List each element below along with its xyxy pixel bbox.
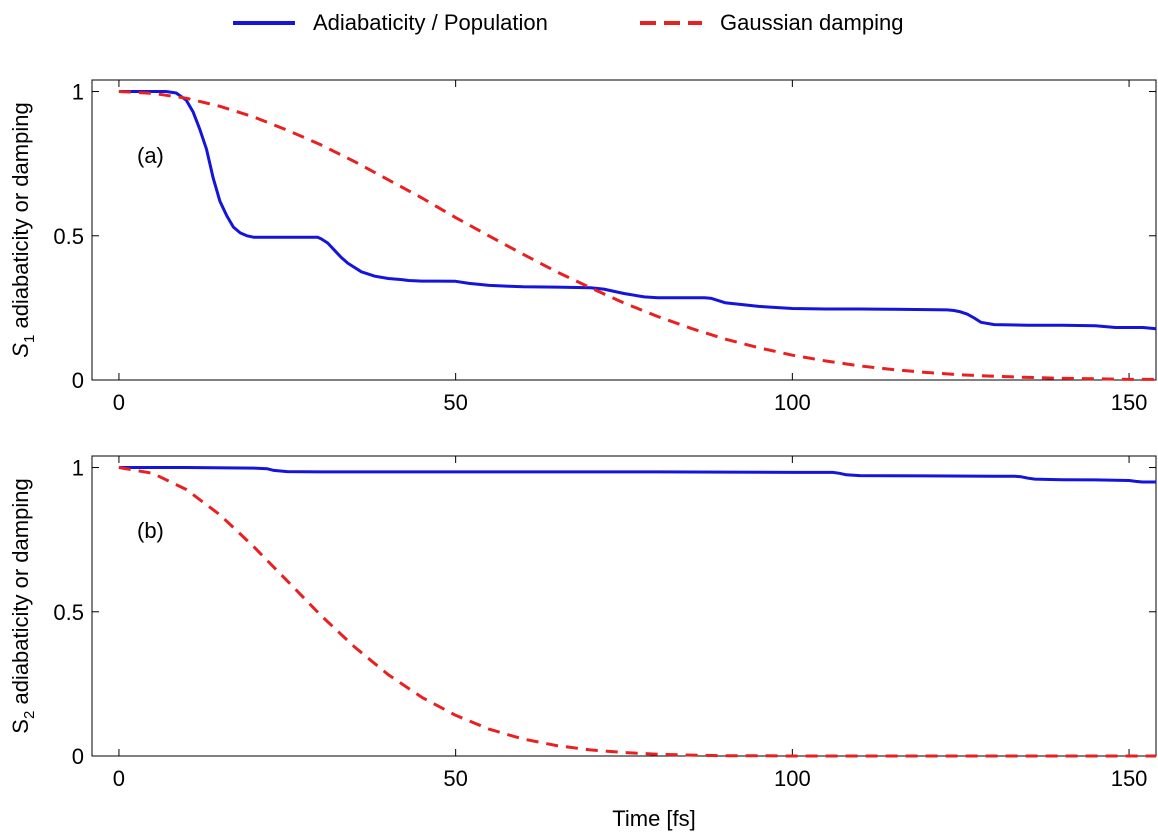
legend-label: Adiabaticity / Population <box>313 10 548 35</box>
chart-panel-b: 0 50 100 150 0 0.5 1 S2 adiabaticity or damping… <box>8 455 1157 831</box>
y-tick-label: 1 <box>72 80 84 105</box>
x-axis-label: Time [fs] <box>612 806 696 831</box>
legend-swatch-dashed <box>640 21 702 25</box>
y-axis-label-symbol: S <box>8 343 33 358</box>
y-axis-label-subscript: 2 <box>21 711 38 719</box>
x-tick-label: 0 <box>113 390 125 415</box>
y-axis-label-text: adiabaticity or damping <box>8 478 33 710</box>
y-axis-label-text: adiabaticity or damping <box>8 102 33 334</box>
x-tick-label: 50 <box>443 766 467 791</box>
x-tick-label: 100 <box>774 766 811 791</box>
y-tick-label: 1 <box>72 456 84 481</box>
panel-label: (a) <box>137 143 164 168</box>
series-line-adiabaticity <box>118 90 1157 331</box>
series-line-gaussian-damping <box>118 466 1156 758</box>
y-tick-label: 0.5 <box>53 224 84 249</box>
x-tick-label: 50 <box>443 390 467 415</box>
y-axis-label: S2 adiabaticity or damping <box>8 478 38 733</box>
legend-item-adiabaticity: Adiabaticity / Population <box>233 6 548 40</box>
series-line-adiabaticity <box>118 466 1156 484</box>
x-tick-label: 100 <box>774 390 811 415</box>
panel-label: (b) <box>137 518 164 543</box>
legend-label: Gaussian damping <box>720 10 904 35</box>
y-axis-label: S1 adiabaticity or damping <box>8 102 38 357</box>
x-tick-label: 0 <box>113 766 125 791</box>
y-tick-label: 0 <box>72 744 84 769</box>
y-tick-label: 0 <box>72 368 84 393</box>
plot-frame <box>91 79 1157 381</box>
x-tick-label: 150 <box>1111 766 1148 791</box>
legend: Adiabaticity / Population Gaussian dampi… <box>0 6 1158 40</box>
legend-swatch-solid <box>233 21 295 25</box>
y-axis-label-symbol: S <box>8 719 33 734</box>
x-tick-label: 150 <box>1111 390 1148 415</box>
legend-item-gaussian-damping: Gaussian damping <box>640 6 903 40</box>
plot-frame <box>91 455 1157 757</box>
series-line-gaussian-damping <box>118 90 1156 381</box>
y-axis-label-subscript: 1 <box>21 335 38 343</box>
y-tick-label: 0.5 <box>53 600 84 625</box>
